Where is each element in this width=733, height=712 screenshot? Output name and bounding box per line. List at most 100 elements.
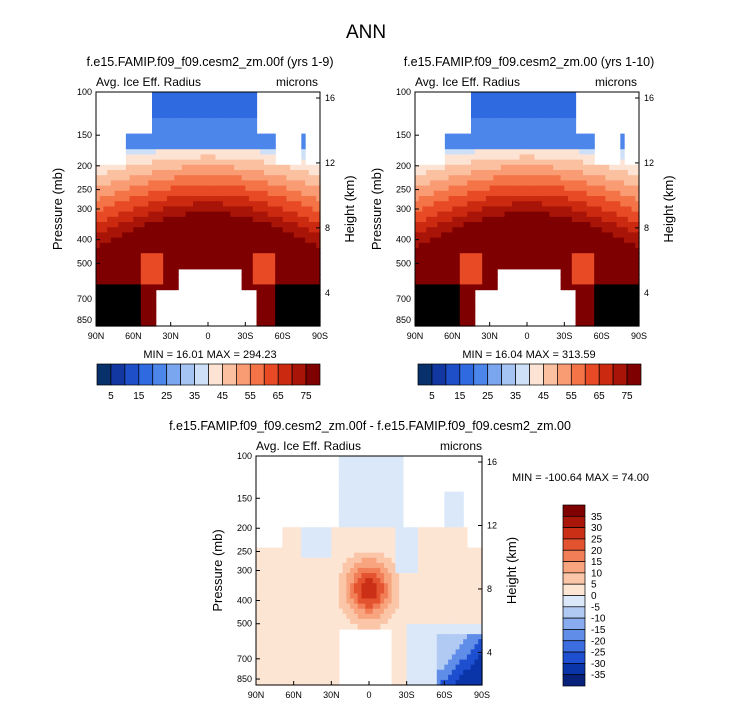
heatmap-cell bbox=[297, 305, 302, 311]
heatmap-cell bbox=[267, 623, 272, 630]
heatmap-cell bbox=[256, 588, 261, 594]
heatmap-cell bbox=[541, 144, 547, 150]
heatmap-cell bbox=[586, 274, 592, 280]
heatmap-cell bbox=[316, 175, 321, 181]
heatmap-cell bbox=[549, 149, 554, 155]
heatmap-cell bbox=[274, 598, 280, 605]
heatmap-cell bbox=[441, 227, 446, 233]
heatmap-cell bbox=[237, 211, 243, 218]
heatmap-cell bbox=[575, 263, 580, 270]
heatmap-cell bbox=[538, 222, 543, 228]
heatmap-cell bbox=[301, 149, 306, 155]
heatmap-cell bbox=[474, 248, 480, 254]
heatmap-cell bbox=[624, 258, 629, 265]
heatmap-cell bbox=[471, 289, 476, 296]
heatmap-cell bbox=[256, 578, 261, 584]
heatmap-cell bbox=[560, 112, 565, 119]
heatmap-cell bbox=[308, 284, 314, 291]
heatmap-cell bbox=[245, 222, 250, 228]
heatmap-cell bbox=[586, 222, 592, 228]
heatmap-cell bbox=[163, 107, 168, 114]
heatmap-cell bbox=[320, 674, 325, 681]
heatmap-cell bbox=[527, 154, 532, 161]
heatmap-cell bbox=[523, 118, 528, 124]
heatmap-cell bbox=[620, 144, 625, 150]
heatmap-cell bbox=[305, 190, 310, 197]
heatmap-cell bbox=[129, 180, 134, 187]
heatmap-cell bbox=[133, 253, 138, 259]
heatmap-cell bbox=[338, 527, 344, 533]
heatmap-cell bbox=[293, 583, 299, 589]
heatmap-cell bbox=[144, 310, 149, 317]
heatmap-cell bbox=[444, 242, 450, 249]
heatmap-cell bbox=[456, 159, 461, 166]
heatmap-cell bbox=[99, 196, 105, 202]
heatmap-cell bbox=[523, 102, 528, 109]
heatmap-cell bbox=[590, 310, 595, 317]
heatmap-cell bbox=[327, 537, 332, 544]
heatmap-cell bbox=[271, 644, 276, 650]
heatmap-cell bbox=[110, 185, 116, 192]
heatmap-cell bbox=[286, 164, 291, 171]
heatmap-cell bbox=[129, 201, 134, 207]
heatmap-cell bbox=[263, 679, 268, 686]
heatmap-cell bbox=[170, 253, 175, 259]
heatmap-cell bbox=[549, 258, 554, 265]
heatmap-cell bbox=[312, 537, 317, 544]
heatmap-cell bbox=[259, 547, 265, 554]
heatmap-cell bbox=[541, 133, 547, 140]
heatmap-cell bbox=[504, 107, 509, 114]
heatmap-cell bbox=[293, 258, 299, 265]
heatmap-cell bbox=[137, 196, 142, 202]
heatmap-cell bbox=[152, 112, 157, 119]
heatmap-cell bbox=[125, 154, 131, 161]
heatmap-cell bbox=[282, 547, 287, 554]
heatmap-cell bbox=[301, 237, 306, 244]
heatmap-cell bbox=[631, 201, 636, 207]
heatmap-cell bbox=[260, 206, 265, 213]
heatmap-cell bbox=[129, 310, 134, 317]
heatmap-cell bbox=[312, 310, 317, 317]
heatmap-cell bbox=[612, 185, 618, 192]
heatmap-cell bbox=[196, 138, 202, 145]
heatmap-cell bbox=[304, 583, 310, 589]
heatmap-cell bbox=[200, 159, 205, 166]
heatmap-cell bbox=[597, 268, 603, 275]
heatmap-cell bbox=[264, 294, 269, 301]
heatmap-cell bbox=[575, 258, 580, 265]
heatmap-cell bbox=[208, 97, 213, 103]
heatmap-cell bbox=[148, 242, 153, 249]
heatmap-cell bbox=[590, 149, 595, 155]
heatmap-cell bbox=[271, 196, 276, 202]
heatmap-cell bbox=[426, 268, 431, 275]
heatmap-cell bbox=[219, 92, 224, 98]
heatmap-cell bbox=[237, 118, 243, 124]
heatmap-cell bbox=[144, 263, 149, 270]
heatmap-cell bbox=[163, 133, 168, 140]
heatmap-cell bbox=[474, 170, 480, 176]
heatmap-cell bbox=[504, 253, 509, 259]
heatmap-cell bbox=[583, 320, 588, 327]
heatmap-cell bbox=[553, 196, 558, 202]
heatmap-cell bbox=[252, 284, 258, 291]
heatmap-cell bbox=[463, 211, 468, 218]
heatmap-cell bbox=[471, 159, 476, 166]
heatmap-cell bbox=[148, 149, 153, 155]
heatmap-cell bbox=[560, 102, 565, 109]
heatmap-cell bbox=[148, 248, 153, 254]
heatmap-cell bbox=[125, 237, 131, 244]
heatmap-cell bbox=[166, 159, 172, 166]
heatmap-cell bbox=[482, 170, 487, 176]
heatmap-cell bbox=[301, 201, 306, 207]
heatmap-cell bbox=[467, 310, 472, 317]
heatmap-cell bbox=[293, 253, 299, 259]
heatmap-cell bbox=[181, 227, 187, 233]
heatmap-cell bbox=[549, 253, 554, 259]
heatmap-cell bbox=[538, 154, 543, 161]
heatmap-cell bbox=[122, 253, 127, 259]
heatmap-cell bbox=[245, 237, 250, 244]
heatmap-cell bbox=[185, 112, 190, 119]
heatmap-cell bbox=[534, 237, 539, 244]
heatmap-cell bbox=[278, 644, 283, 650]
heatmap-cell bbox=[118, 196, 123, 202]
